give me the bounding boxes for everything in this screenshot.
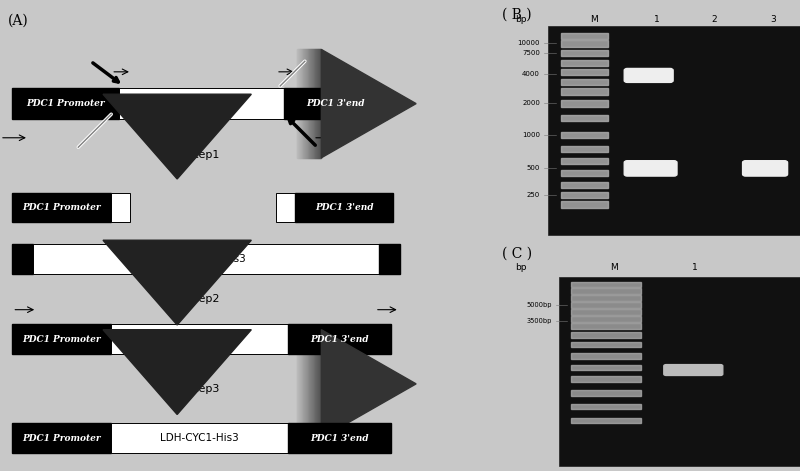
- FancyBboxPatch shape: [12, 324, 111, 354]
- FancyBboxPatch shape: [284, 89, 387, 119]
- Text: ( B ): ( B ): [502, 7, 531, 21]
- FancyBboxPatch shape: [571, 295, 641, 301]
- FancyBboxPatch shape: [571, 390, 641, 396]
- FancyBboxPatch shape: [571, 341, 641, 347]
- Text: 1000: 1000: [522, 131, 540, 138]
- Polygon shape: [103, 94, 251, 179]
- FancyBboxPatch shape: [12, 244, 33, 274]
- FancyBboxPatch shape: [571, 316, 641, 322]
- FancyBboxPatch shape: [571, 376, 641, 382]
- Text: LDH-CYC1-His3: LDH-CYC1-His3: [166, 254, 246, 264]
- Polygon shape: [322, 330, 416, 438]
- FancyBboxPatch shape: [119, 89, 284, 119]
- FancyBboxPatch shape: [664, 365, 722, 375]
- FancyBboxPatch shape: [562, 89, 608, 95]
- FancyBboxPatch shape: [624, 161, 677, 176]
- Text: LDH-CYC1-His3: LDH-CYC1-His3: [161, 433, 239, 443]
- Text: 4000: 4000: [522, 72, 540, 77]
- FancyBboxPatch shape: [12, 193, 111, 222]
- Text: Step3: Step3: [187, 383, 220, 394]
- FancyBboxPatch shape: [571, 333, 641, 338]
- FancyBboxPatch shape: [562, 158, 608, 164]
- FancyBboxPatch shape: [562, 41, 608, 47]
- FancyBboxPatch shape: [379, 244, 400, 274]
- Text: 500: 500: [526, 165, 540, 171]
- Text: 1: 1: [692, 263, 698, 272]
- FancyBboxPatch shape: [111, 423, 288, 453]
- FancyBboxPatch shape: [12, 423, 111, 453]
- FancyBboxPatch shape: [111, 193, 130, 222]
- FancyBboxPatch shape: [571, 353, 641, 358]
- Text: 3500bp: 3500bp: [526, 318, 552, 324]
- FancyBboxPatch shape: [571, 282, 641, 287]
- Text: LDH-CYC1-His3: LDH-CYC1-His3: [161, 334, 239, 344]
- FancyBboxPatch shape: [562, 182, 608, 188]
- Polygon shape: [103, 330, 251, 414]
- Text: PDC1 Promoter: PDC1 Promoter: [22, 334, 101, 344]
- FancyBboxPatch shape: [294, 193, 394, 222]
- Text: 250: 250: [526, 192, 540, 197]
- Text: M: M: [610, 263, 618, 272]
- Text: M: M: [590, 15, 598, 24]
- FancyBboxPatch shape: [562, 170, 608, 176]
- Text: bp: bp: [515, 263, 526, 272]
- Text: PDC1 Promoter: PDC1 Promoter: [22, 433, 101, 443]
- FancyBboxPatch shape: [548, 26, 800, 236]
- FancyBboxPatch shape: [111, 324, 288, 354]
- Text: 7500: 7500: [522, 50, 540, 56]
- Text: PDC1 3'end: PDC1 3'end: [310, 433, 369, 443]
- FancyBboxPatch shape: [33, 244, 379, 274]
- FancyBboxPatch shape: [571, 288, 641, 294]
- Text: 1: 1: [654, 15, 659, 24]
- FancyBboxPatch shape: [562, 50, 608, 56]
- Polygon shape: [322, 49, 416, 158]
- Text: 5000bp: 5000bp: [526, 302, 552, 308]
- Text: 3: 3: [770, 15, 776, 24]
- FancyBboxPatch shape: [562, 33, 608, 40]
- Text: Step1: Step1: [187, 150, 220, 161]
- FancyBboxPatch shape: [562, 146, 608, 152]
- Text: PDC1 3'end: PDC1 3'end: [314, 203, 374, 212]
- FancyBboxPatch shape: [276, 193, 294, 222]
- FancyBboxPatch shape: [624, 68, 673, 82]
- Text: bp: bp: [515, 15, 526, 24]
- Polygon shape: [103, 240, 251, 325]
- Text: Step2: Step2: [187, 294, 220, 304]
- FancyBboxPatch shape: [288, 324, 391, 354]
- FancyBboxPatch shape: [562, 69, 608, 75]
- FancyBboxPatch shape: [288, 423, 391, 453]
- Text: (A): (A): [8, 14, 29, 28]
- FancyBboxPatch shape: [571, 404, 641, 409]
- Text: PDC1 Promoter: PDC1 Promoter: [22, 203, 101, 212]
- Text: 2: 2: [712, 15, 718, 24]
- FancyBboxPatch shape: [571, 323, 641, 329]
- FancyBboxPatch shape: [559, 277, 800, 466]
- FancyBboxPatch shape: [562, 59, 608, 66]
- Text: 2000: 2000: [522, 100, 540, 106]
- FancyBboxPatch shape: [12, 89, 119, 119]
- FancyBboxPatch shape: [562, 100, 608, 106]
- FancyBboxPatch shape: [562, 115, 608, 121]
- FancyBboxPatch shape: [742, 161, 787, 176]
- Text: 10000: 10000: [518, 40, 540, 46]
- Text: LDH-CYC1-His3: LDH-CYC1-His3: [162, 98, 242, 109]
- FancyBboxPatch shape: [562, 192, 608, 198]
- Text: ( C ): ( C ): [502, 247, 532, 261]
- FancyBboxPatch shape: [571, 309, 641, 315]
- FancyBboxPatch shape: [562, 131, 608, 138]
- FancyBboxPatch shape: [571, 302, 641, 308]
- FancyBboxPatch shape: [562, 201, 608, 208]
- FancyBboxPatch shape: [571, 418, 641, 423]
- FancyBboxPatch shape: [562, 79, 608, 85]
- Text: PDC1 3'end: PDC1 3'end: [306, 99, 365, 108]
- FancyBboxPatch shape: [571, 365, 641, 370]
- Text: PDC1 3'end: PDC1 3'end: [310, 334, 369, 344]
- Text: PDC1 Promoter: PDC1 Promoter: [26, 99, 106, 108]
